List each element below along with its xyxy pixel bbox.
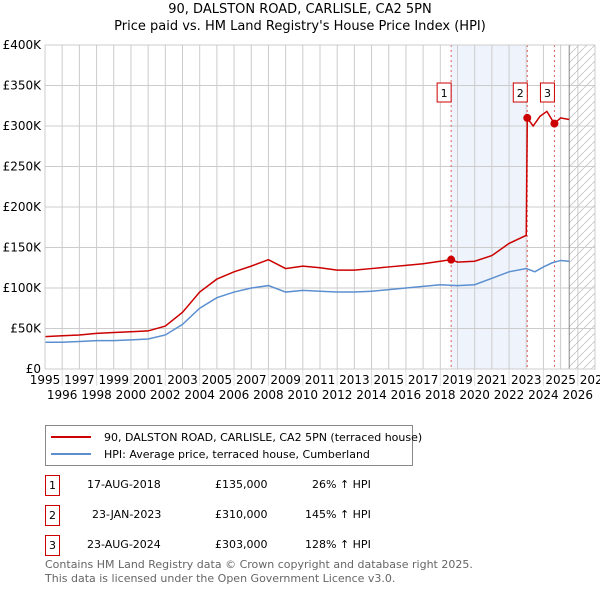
sale-label: 2 [517,87,524,100]
y-tick-label: £300K [3,119,43,133]
sale-label-box [539,82,555,103]
footer-line: This data is licensed under the Open Gov… [45,572,396,585]
x-tick-label: 1997 [64,373,95,387]
y-tick-label: £250K [3,160,43,174]
x-tick-label: 2023 [511,373,542,387]
y-tick-label: £200K [3,200,43,214]
sale-price: £303,000 [215,538,268,551]
sale-row: 3 23-AUG-2024 £303,000 128% ↑ HPI [45,535,465,556]
footer-line: Contains HM Land Registry data © Crown c… [45,558,473,571]
sale-row: 2 23-JAN-2023 £310,000 145% ↑ HPI [45,505,465,526]
x-tick-label: 2017 [408,373,439,387]
x-tick-label: 2002 [150,388,181,402]
x-tick-label: 2012 [322,388,353,402]
x-tick-label: 2001 [133,373,164,387]
sale-price: £135,000 [215,478,268,491]
sale-label-box [436,82,452,103]
y-tick-label: £50K [10,322,42,336]
x-tick-label: 2024 [528,388,559,402]
x-tick-label: 2003 [167,373,198,387]
x-tick-label: 2013 [339,373,370,387]
sale-date: 23-JAN-2023 [92,508,162,521]
legend-blue-line [51,453,91,455]
sale-point [447,255,456,264]
x-tick-label: 2011 [305,373,336,387]
x-tick-label: 2004 [184,388,215,402]
x-tick-label: 2014 [356,388,387,402]
sale-label: 3 [544,87,551,100]
x-tick-label: 2007 [236,373,267,387]
x-tick-label: 2015 [373,373,404,387]
x-tick-label: 2000 [116,388,147,402]
sale-date: 23-AUG-2024 [87,538,161,551]
x-tick-label: 2008 [253,388,284,402]
sale-row: 1 17-AUG-2018 £135,000 26% ↑ HPI [45,475,465,496]
y-tick-label: £100K [3,281,43,295]
x-tick-label: 1998 [81,388,112,402]
chart-title: 90, DALSTON ROAD, CARLISLE, CA2 5PN [168,2,432,17]
price-chart: 1995199619971998199920002001200220032004… [3,38,600,402]
legend-hpi: HPI: Average price, terraced house, Cumb… [104,447,370,461]
x-tick-label: 2026 [563,388,594,402]
x-tick-label: 2019 [442,373,473,387]
legend-red-line [51,436,91,438]
x-tick-label: 2009 [270,373,301,387]
x-tick-label: 2016 [391,388,422,402]
plot-border [44,44,596,370]
legend-property: 90, DALSTON ROAD, CARLISLE, CA2 5PN (ter… [104,430,423,444]
legend: 90, DALSTON ROAD, CARLISLE, CA2 5PN (ter… [45,425,422,466]
x-tick-label: 2005 [202,373,233,387]
sale-point [550,119,559,128]
sale-marker-label: 3 [45,535,60,556]
x-tick-label: 1996 [47,388,78,402]
x-tick-label: 1995 [30,373,61,387]
sale-point [523,113,532,122]
hpi-line [45,259,570,344]
sale-marker-label: 2 [45,505,60,526]
y-tick-label: £350K [3,79,43,93]
sale-price: £310,000 [215,508,268,521]
sale-marker-label: 1 [45,475,60,496]
sale-hpi: 26% ↑ HPI [312,478,371,491]
x-tick-label: 2020 [459,388,490,402]
x-tick-label: 2018 [425,388,456,402]
x-tick-label: 2025 [545,373,576,387]
x-tick-label: 1999 [98,373,129,387]
sale-hpi: 128% ↑ HPI [305,538,371,551]
x-tick-label: 2022 [494,388,525,402]
y-tick-label: £400K [3,38,43,52]
x-tick-label: 2021 [477,373,508,387]
x-tick-label: 2006 [219,388,250,402]
footer: Contains HM Land Registry data © Crown c… [45,558,473,586]
sale-date: 17-AUG-2018 [87,478,161,491]
sale-label: 1 [441,87,448,100]
sale-label-box [512,82,528,103]
x-tick-label: 2010 [288,388,319,402]
chart-subtitle: Price paid vs. HM Land Registry's House … [114,19,486,34]
x-tick-label: 2027 [580,373,600,387]
y-tick-label: £150K [3,241,43,255]
sale-hpi: 145% ↑ HPI [305,508,371,521]
y-tick-label: £0 [26,362,41,376]
